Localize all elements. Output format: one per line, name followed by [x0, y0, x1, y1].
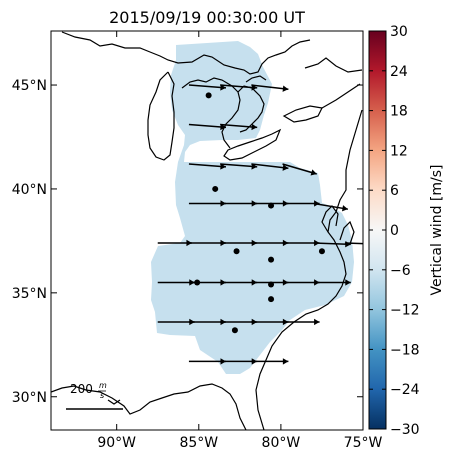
chart-title: 2015/09/19 00:30:00 UT — [109, 8, 305, 27]
radar-site-dot — [268, 296, 275, 303]
radar-sites — [194, 92, 325, 334]
radar-site-dot — [268, 202, 275, 209]
wind-vectors — [157, 84, 363, 365]
colorbar-tick-label: −30 — [390, 422, 420, 438]
radar-site-dot — [318, 248, 325, 255]
x-tick-label: 90°W — [97, 435, 136, 451]
y-tick-label: 40°N — [12, 182, 47, 198]
scale-arrow-unit-num: m — [99, 381, 107, 390]
radar-site-dot — [205, 92, 212, 99]
colorbar: 30 24 18 12 6 0 −6 −12 −18 −24 −30 Vertical wind [… — [368, 24, 445, 438]
x-tick-label: 85°W — [179, 435, 218, 451]
radar-site-dot — [268, 256, 275, 263]
y-tick-label: 35°N — [12, 286, 47, 302]
wind-vector — [282, 318, 320, 326]
lake-superior-outline — [61, 31, 311, 75]
radar-site-dot — [268, 281, 275, 288]
wind-vector — [344, 242, 363, 245]
colorbar-tick-label: −12 — [390, 303, 420, 319]
wind-vector — [251, 163, 289, 171]
radar-site-dot — [231, 327, 238, 334]
wind-vector — [313, 279, 351, 286]
x-tick-label: 80°W — [262, 435, 301, 451]
y-tick-label: 45°N — [12, 78, 47, 94]
vertical-wind-field — [151, 41, 354, 374]
lake-michigan-outline — [147, 71, 175, 161]
lake-ontario-outline — [282, 105, 323, 123]
wind-vector — [251, 84, 289, 92]
y-axis: 30°N 35°N 40°N 45°N — [12, 78, 363, 406]
colorbar-tick-label: 12 — [390, 143, 408, 159]
gulf-coast-outline — [51, 383, 247, 430]
wind-vector — [282, 163, 317, 176]
colorbar-ticks: 30 24 18 12 6 0 −6 −12 −18 −24 −30 — [369, 24, 420, 438]
scale-arrow-value: 200 — [70, 382, 93, 396]
colorbar-tick-label: 0 — [390, 223, 399, 239]
colorbar-label: Vertical wind [m/s] — [429, 165, 445, 296]
colorbar-tick-label: −18 — [390, 342, 420, 358]
colorbar-tick-label: 30 — [390, 24, 408, 40]
radar-site-dot — [194, 279, 201, 286]
colorbar-tick-label: −24 — [390, 382, 420, 398]
wind-vector — [220, 123, 258, 131]
scale-arrow-unit-den: s — [100, 391, 104, 400]
map-area: 200 m s — [51, 31, 363, 430]
scale-arrow: 200 m s — [66, 381, 123, 410]
coastlines — [51, 31, 363, 430]
atlantic-coast-outline — [255, 109, 363, 430]
radar-site-dot — [233, 248, 240, 255]
y-tick-label: 30°N — [12, 390, 47, 406]
colorbar-tick-label: 18 — [390, 104, 408, 120]
lake-erie-outline — [223, 128, 282, 161]
x-tick-label: 75°W — [344, 435, 383, 451]
wind-vector — [313, 202, 349, 212]
colorbar-tick-label: 24 — [390, 64, 408, 80]
x-axis: 90°W 85°W 80°W 75°W — [97, 31, 382, 451]
colorbar-tick-label: −6 — [390, 263, 411, 279]
colorbar-tick-label: 6 — [390, 183, 399, 199]
wind-vector — [251, 358, 289, 365]
radar-site-dot — [212, 185, 219, 192]
map-frame — [50, 30, 364, 431]
